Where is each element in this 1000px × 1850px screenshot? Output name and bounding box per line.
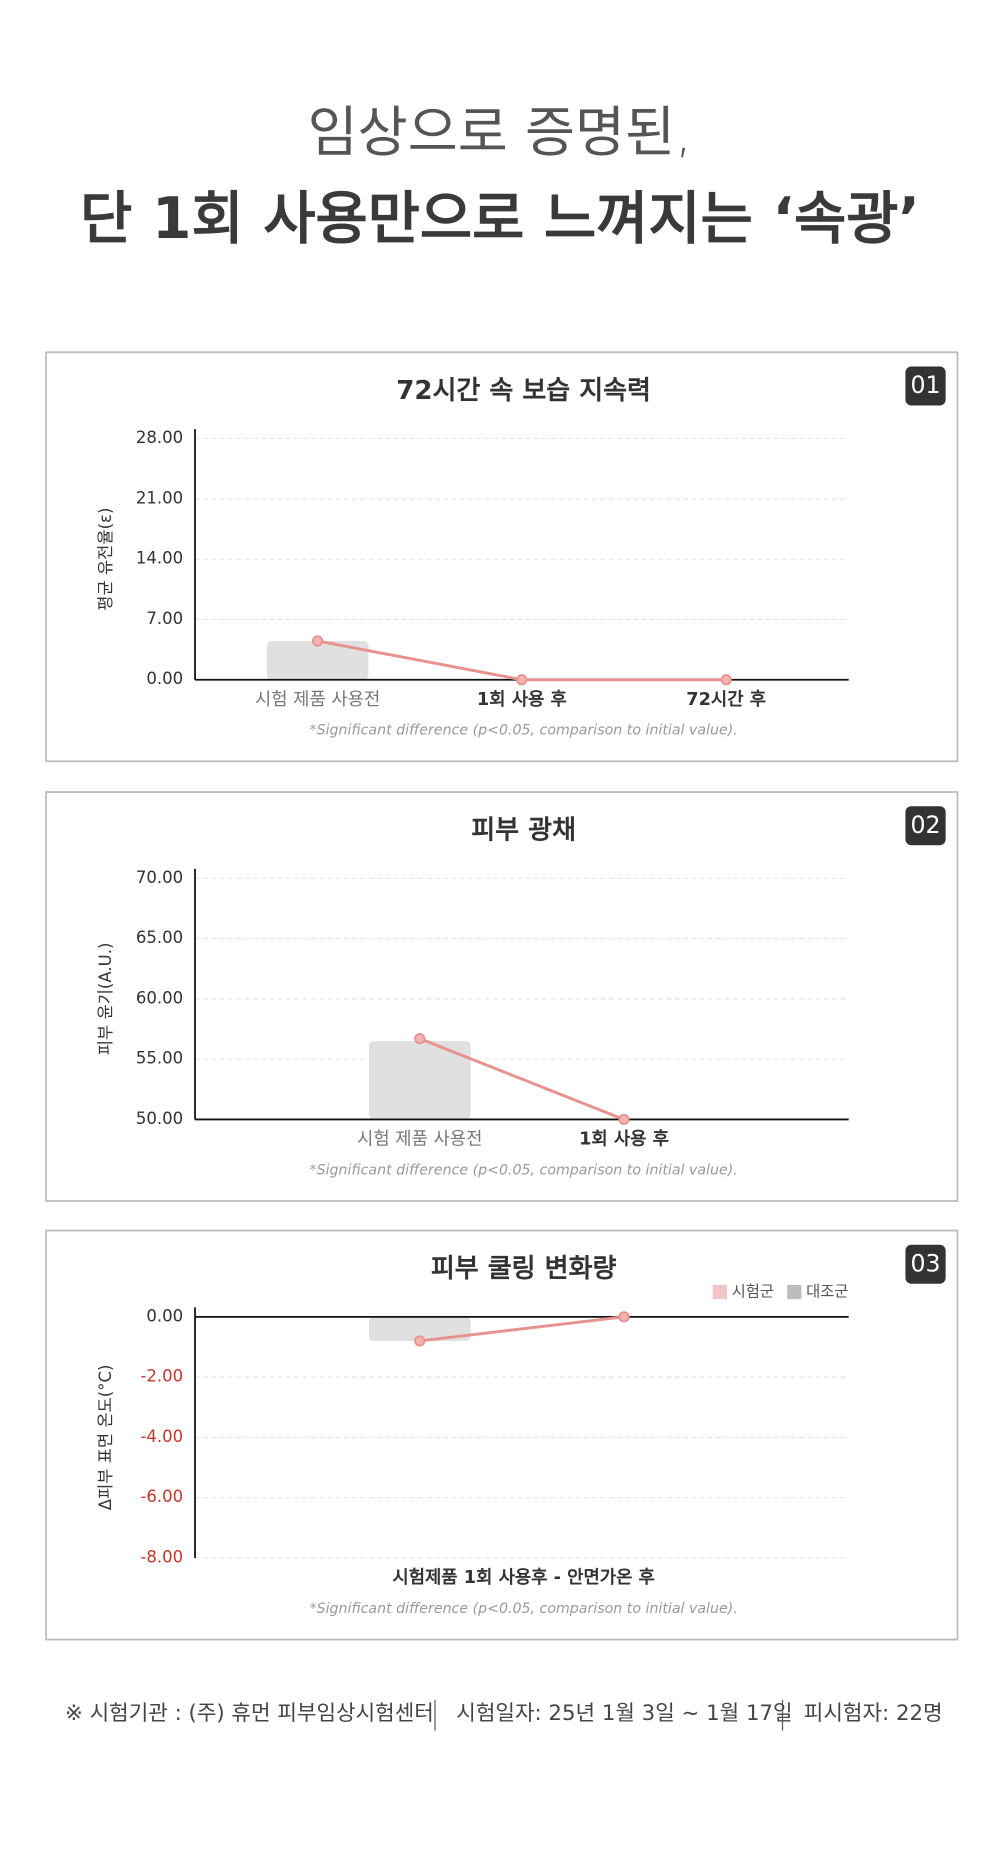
- footer-institution: ※ 시험기관 : (주) 휴먼 피부임상시험센터: [65, 1701, 434, 1726]
- point: [414, 1033, 426, 1045]
- x-tick-label: 1회 사용 후: [579, 1129, 669, 1150]
- panel-border: [45, 791, 959, 1202]
- point: [516, 674, 528, 686]
- chart-title: 피부 광채: [471, 816, 576, 846]
- legend-swatch: [787, 1284, 802, 1300]
- note: *Significant difference (p<0.05, compari…: [310, 723, 738, 739]
- point: [618, 1113, 630, 1126]
- chart-title: 피부 쿨링 변화량: [431, 1254, 617, 1284]
- legend-label: 시험군: [732, 1283, 774, 1301]
- y-tick-label: -8.00: [140, 1547, 183, 1566]
- bar: [368, 1041, 471, 1120]
- y-axis-label: Δ피부 표면 온도(°C): [96, 1365, 115, 1511]
- x-tick-label: 시험 제품 사용전: [357, 1129, 482, 1150]
- y-tick-label: -4.00: [140, 1427, 183, 1446]
- point: [311, 635, 324, 647]
- chart-panel: 72시간 속 보습 지속력 01 평균 유전율(ε) 0.00 7.00 14.00 21.…: [45, 351, 959, 763]
- y-axis-label: 평균 유전율(ε): [96, 508, 115, 611]
- x-tick-label: 1회 사용 후: [477, 689, 567, 710]
- y-tick-label: -6.00: [140, 1487, 183, 1506]
- badge-bg: [905, 1244, 946, 1284]
- x-tick-label: 시험 제품 사용전: [255, 689, 380, 710]
- y-tick-label: 65.00: [136, 928, 183, 947]
- note: *Significant difference (p<0.05, compari…: [310, 1162, 738, 1178]
- panel-border: [45, 1229, 959, 1641]
- headline-2: 단 1회 사용만으로 느껴지는 ‘속광’: [80, 186, 920, 252]
- footer-subjects: 피시험자: 22명: [804, 1701, 943, 1726]
- y-tick-label: 50.00: [136, 1109, 183, 1128]
- y-tick-label: 14.00: [136, 549, 183, 568]
- legend-swatch: [712, 1284, 727, 1300]
- badge: 02: [911, 811, 941, 839]
- x-axis-label: 시험제품 1회 사용후 - 안면가온 후: [392, 1566, 654, 1588]
- badge: 01: [911, 371, 941, 399]
- footer-period: 시험일자: 25년 1월 3일 ~ 1월 17일: [456, 1701, 792, 1726]
- chart-panel: 피부 쿨링 변화량 03 Δ피부 표면 온도(°C) -8.00 -6.00 -4.00 -…: [45, 1229, 959, 1641]
- y-tick-label: 7.00: [146, 609, 183, 628]
- point: [720, 674, 732, 686]
- line: [419, 1037, 625, 1121]
- y-tick-label: 28.00: [136, 428, 183, 447]
- point: [414, 1335, 426, 1347]
- y-tick-label: 0.00: [146, 1306, 183, 1325]
- legend-label: 대조군: [806, 1283, 848, 1301]
- y-tick-label: -2.00: [140, 1367, 183, 1386]
- headline-1: 임상으로 증명된,: [308, 101, 693, 164]
- bar: [368, 1316, 471, 1341]
- badge: 03: [911, 1249, 941, 1277]
- badge-bg: [905, 366, 946, 406]
- y-tick-label: 70.00: [136, 868, 183, 887]
- chart-title: 72시간 속 보습 지속력: [396, 376, 651, 406]
- y-tick-label: 60.00: [136, 988, 183, 1007]
- y-tick-label: 0.00: [146, 669, 183, 688]
- bar: [266, 640, 369, 680]
- point: [618, 1311, 630, 1323]
- chart-panel: 피부 광채 02 피부 윤기(A.U.) 50.00 55.00 60.00 65.00 70…: [45, 791, 959, 1202]
- note: *Significant difference (p<0.05, compari…: [310, 1601, 738, 1617]
- y-axis-label: 피부 윤기(A.U.): [96, 943, 115, 1056]
- y-tick-label: 21.00: [136, 488, 183, 507]
- x-tick-label: 72시간 후: [686, 689, 766, 710]
- y-tick-label: 55.00: [136, 1049, 183, 1068]
- badge-bg: [905, 806, 946, 846]
- line: [419, 1315, 625, 1343]
- panel-border: [45, 351, 959, 763]
